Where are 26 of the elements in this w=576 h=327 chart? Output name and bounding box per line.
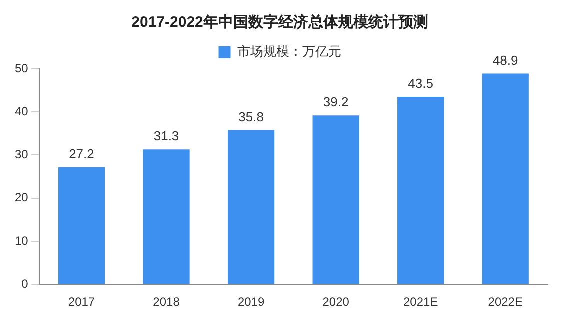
data-label: 35.8 [238, 109, 264, 124]
bar [398, 97, 444, 284]
chart-title: 2017-2022年中国数字经济总体规模统计预测 [132, 13, 428, 32]
y-tick-label: 30 [14, 148, 29, 162]
x-tick-label: 2019 [238, 295, 265, 310]
x-tick-label: 2017 [68, 295, 96, 310]
x-tick-label: 2021E [403, 295, 438, 310]
bar [228, 130, 275, 284]
y-tick-label: 10 [14, 234, 29, 248]
bar [58, 167, 106, 284]
x-tick-label: 2022E [488, 295, 523, 310]
bar [312, 116, 360, 284]
data-label: 39.2 [323, 94, 349, 110]
data-label: 27.2 [69, 146, 94, 162]
x-tick-label: 2018 [153, 295, 180, 310]
bar [482, 74, 529, 284]
data-label: 31.3 [154, 128, 180, 144]
legend-label: 市场规模：万亿元 [237, 44, 342, 60]
bar [143, 150, 190, 284]
data-label: 48.9 [492, 52, 518, 68]
y-tick-label: 40 [14, 104, 29, 118]
data-label: 43.5 [408, 76, 434, 92]
x-tick-label: 2020 [322, 295, 350, 310]
y-tick-label: 0 [22, 276, 29, 291]
y-tick-label: 50 [14, 61, 29, 76]
y-tick-label: 20 [14, 190, 29, 205]
